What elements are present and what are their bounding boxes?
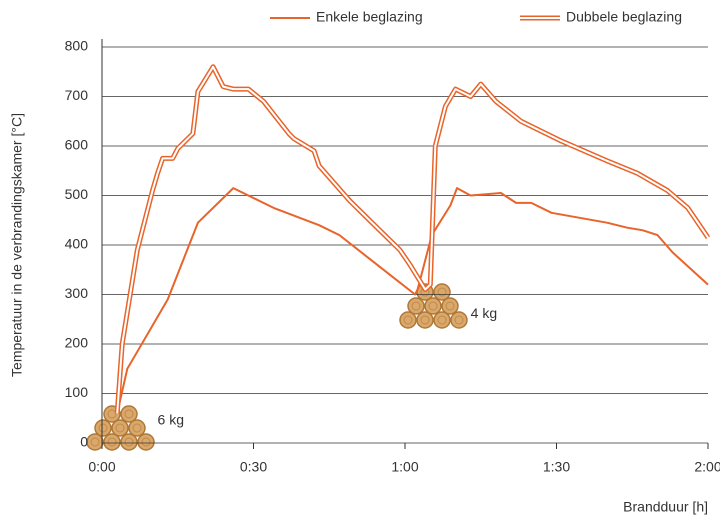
legend-label: Enkele beglazing	[316, 9, 423, 25]
line-inner	[117, 67, 708, 414]
y-tick-label: 400	[65, 236, 89, 252]
y-tick-label: 300	[65, 285, 89, 301]
y-tick-label: 600	[65, 137, 89, 153]
annotation: 6 kg	[158, 411, 184, 427]
y-tick-label: 500	[65, 186, 89, 202]
y-tick-label: 100	[65, 384, 89, 400]
x-tick-label: 1:00	[391, 459, 418, 475]
y-tick-label: 700	[65, 87, 89, 103]
line	[117, 67, 708, 414]
x-axis-label: Brandduur [h]	[623, 499, 708, 515]
x-tick-label: 0:30	[240, 459, 267, 475]
chart: Brandduur [h] Temperatuur in de verbrand…	[0, 0, 720, 518]
x-tick-label: 2:00	[694, 459, 720, 475]
x-tick-label: 1:30	[543, 459, 570, 475]
x-tick-label: 0:00	[88, 459, 115, 475]
y-tick-label: 0	[80, 434, 88, 450]
y-axis-label: Temperatuur in de verbrandingskamer [°C]	[9, 113, 25, 377]
y-tick-label: 800	[65, 38, 89, 54]
legend-label: Dubbele beglazing	[566, 9, 682, 25]
annotation: 4 kg	[471, 305, 497, 321]
y-tick-label: 200	[65, 335, 89, 351]
